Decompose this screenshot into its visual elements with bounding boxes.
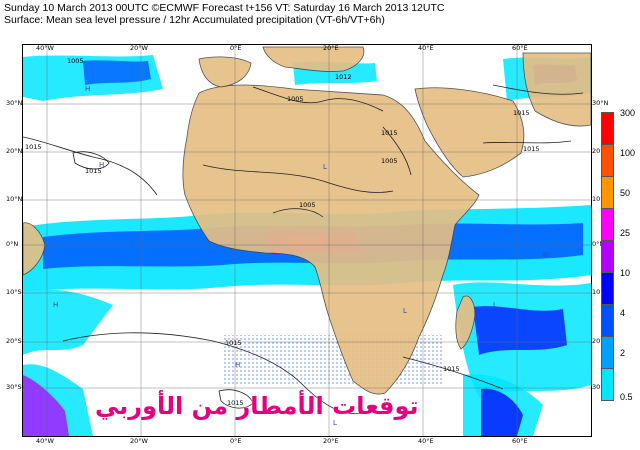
isobar-line bbox=[402, 356, 504, 390]
legend-swatch bbox=[601, 240, 614, 273]
precip-southwest-storm-core bbox=[23, 375, 69, 436]
lon-tick-label: 60°E bbox=[512, 437, 528, 445]
pressure-centre-marker: L bbox=[323, 163, 327, 171]
legend-swatch bbox=[601, 176, 614, 209]
land-europe-south bbox=[262, 46, 365, 72]
pressure-centre-marker: L bbox=[333, 419, 337, 427]
legend-swatch bbox=[601, 112, 614, 145]
lon-tick-label: 40°W bbox=[36, 437, 54, 445]
isobar-label: 1005 bbox=[381, 157, 398, 165]
isobar-label: 1012 bbox=[335, 73, 352, 81]
isobar-label: 1015 bbox=[523, 145, 540, 153]
legend-label: 4 bbox=[620, 308, 626, 318]
lon-tick-label: 60°E bbox=[512, 44, 528, 52]
lat-tick-label: 30°N bbox=[6, 99, 23, 107]
isobar-label: 1015 bbox=[443, 365, 460, 373]
map-panel[interactable]: 1005 1012 1015 1015 1005 1015 1005 1005 … bbox=[22, 44, 592, 437]
map-canvas: 1005 1012 1015 1015 1005 1015 1005 1005 … bbox=[23, 45, 591, 436]
precip-south-atlantic bbox=[23, 289, 113, 355]
pressure-centres: H H L H H L H L L bbox=[53, 85, 548, 427]
lon-tick-label: 40°E bbox=[418, 437, 434, 445]
forecast-subtitle: Surface: Mean sea level pressure / 12hr … bbox=[4, 14, 385, 26]
land-arabia bbox=[414, 87, 525, 178]
lat-tick-label: 10°N bbox=[592, 195, 608, 203]
legend-swatch bbox=[601, 272, 614, 305]
lat-tick-label: 10°N bbox=[6, 195, 23, 203]
isobar-line bbox=[382, 126, 412, 176]
isobar-labels: 1005 1012 1015 1015 1005 1015 1005 1005 … bbox=[25, 57, 540, 407]
legend-swatch bbox=[601, 304, 614, 337]
isobar-line bbox=[202, 164, 394, 193]
isobar-line bbox=[252, 86, 384, 112]
pressure-centre-marker: H bbox=[53, 301, 58, 309]
legend-label: 50 bbox=[620, 188, 631, 198]
pressure-centre-marker: L bbox=[493, 301, 497, 309]
lat-tick-label: 30°S bbox=[6, 383, 22, 391]
pressure-centre-marker: H bbox=[85, 85, 90, 93]
legend-swatch bbox=[601, 336, 614, 369]
land-africa bbox=[182, 84, 480, 395]
lat-tick-label: 30°N bbox=[592, 99, 609, 107]
legend-label: 300 bbox=[620, 108, 636, 118]
isobar-label: 1015 bbox=[25, 143, 42, 151]
precipitation-legend bbox=[601, 112, 614, 401]
lon-tick-label: 0°E bbox=[230, 437, 242, 445]
legend-swatch bbox=[601, 208, 614, 241]
isobar-label: 1015 bbox=[513, 109, 530, 117]
legend-label: 10 bbox=[620, 268, 631, 278]
isobars bbox=[23, 84, 584, 415]
legend-swatch bbox=[601, 144, 614, 177]
legend-label: 25 bbox=[620, 228, 631, 238]
isobar-label: 1015 bbox=[85, 167, 102, 175]
lat-tick-label: 20°N bbox=[592, 147, 608, 155]
pressure-centre-marker: L bbox=[403, 307, 407, 315]
isobar-line bbox=[23, 136, 158, 196]
isobar-label: 1005 bbox=[287, 95, 304, 103]
forecast-title: Sunday 10 March 2013 00UTC ©ECMWF Foreca… bbox=[4, 2, 445, 14]
isobar-line bbox=[482, 140, 572, 144]
land-madagascar bbox=[455, 295, 476, 350]
isobar-line bbox=[72, 151, 110, 170]
lat-tick-label: 0°N bbox=[6, 240, 19, 248]
lon-tick-label: 20°E bbox=[323, 44, 339, 52]
lat-tick-label: 0°N bbox=[592, 240, 605, 248]
lat-tick-label: 10°S bbox=[592, 288, 608, 296]
precip-southeast-storm-core bbox=[481, 388, 523, 436]
isobar-line bbox=[62, 332, 364, 415]
lat-tick-label: 20°S bbox=[6, 337, 22, 345]
legend-swatch bbox=[601, 368, 614, 401]
isobar-label: 1015 bbox=[227, 399, 244, 407]
lon-tick-label: 20°E bbox=[323, 437, 339, 445]
lon-tick-label: 40°W bbox=[36, 44, 54, 52]
legend-label: 2 bbox=[620, 348, 626, 358]
land-masses bbox=[23, 46, 591, 395]
land-iberia bbox=[198, 56, 252, 88]
isobar-label: 1005 bbox=[67, 57, 84, 65]
isobar-label: 1015 bbox=[381, 129, 398, 137]
isobar-label: 1005 bbox=[299, 201, 316, 209]
lat-tick-label: 10°S bbox=[6, 288, 22, 296]
isobar-line bbox=[272, 208, 324, 218]
legend-label: 0.5 bbox=[620, 392, 633, 402]
precip-indian-ocean-core bbox=[473, 306, 567, 355]
precip-north-atlantic-core bbox=[83, 60, 151, 85]
pressure-centre-marker: H bbox=[543, 251, 548, 259]
isobar-label: 1015 bbox=[225, 339, 242, 347]
land-iran bbox=[522, 52, 591, 127]
watermark-text: توقعات الأمطار من الأوربي bbox=[95, 392, 419, 420]
lat-tick-label: 20°S bbox=[592, 337, 608, 345]
legend-label: 100 bbox=[620, 148, 636, 158]
lat-tick-label: 20°N bbox=[6, 147, 23, 155]
isobar-line bbox=[492, 84, 584, 95]
pressure-centre-marker: H bbox=[235, 361, 240, 369]
lon-tick-label: 20°W bbox=[130, 437, 148, 445]
lon-tick-label: 40°E bbox=[418, 44, 434, 52]
lon-tick-label: 20°W bbox=[130, 44, 148, 52]
isobar-line bbox=[218, 389, 254, 409]
pressure-centre-marker: H bbox=[99, 161, 104, 169]
graticule bbox=[23, 45, 591, 436]
lat-tick-label: 30°S bbox=[592, 383, 608, 391]
lon-tick-label: 0°E bbox=[230, 44, 242, 52]
